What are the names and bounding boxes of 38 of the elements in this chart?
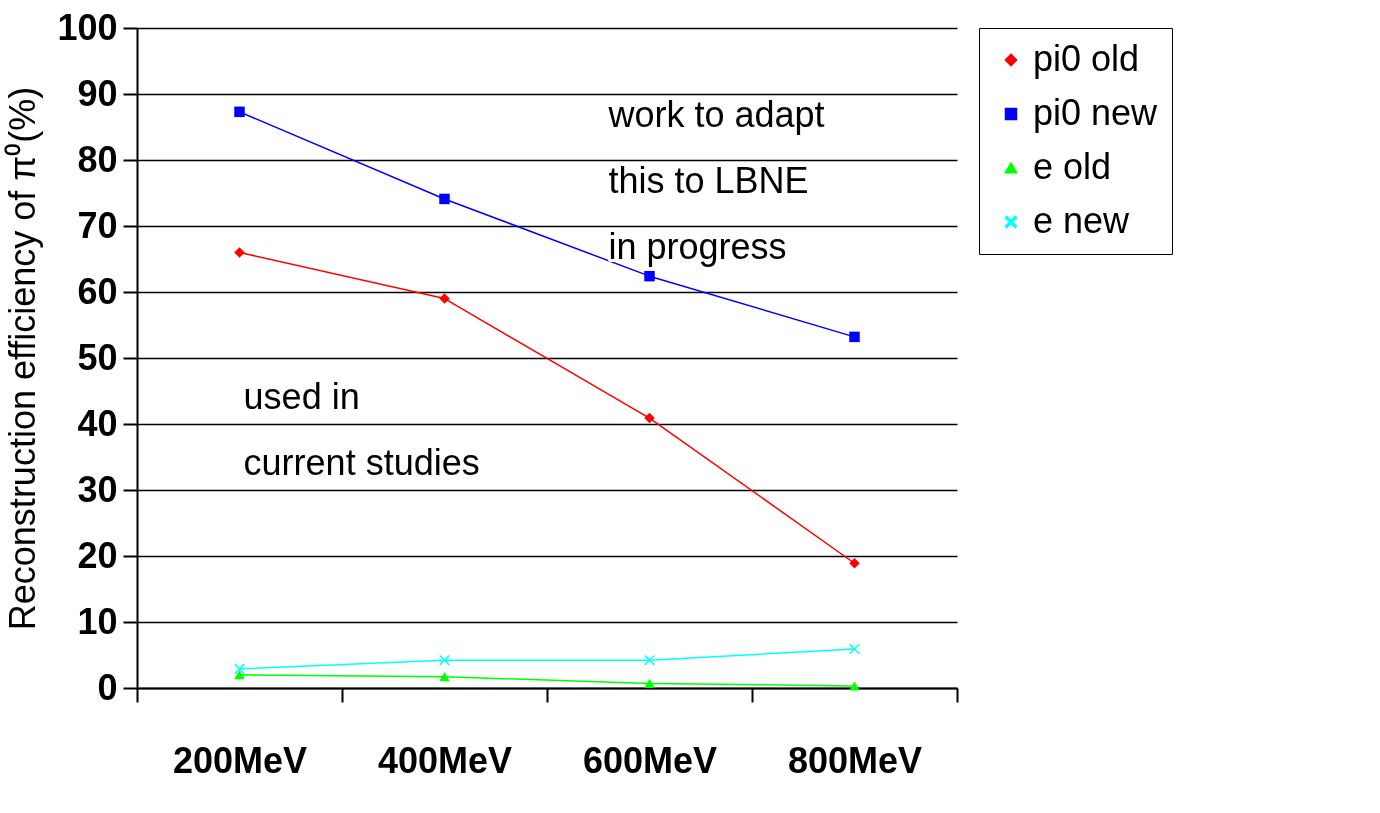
point — [644, 270, 655, 282]
legend-label: pi0 old — [1033, 38, 1140, 79]
point — [849, 558, 860, 569]
point — [644, 655, 655, 666]
point — [234, 670, 245, 680]
y-tick-label: 60 — [77, 270, 118, 312]
legend-label: e old — [1033, 146, 1112, 187]
annotation: used in current studies — [243, 376, 480, 484]
x-tick-label: 800MeV — [787, 739, 923, 781]
y-tick-label: 90 — [77, 72, 118, 114]
point — [644, 678, 655, 688]
point — [439, 655, 450, 666]
y-axis-title: Reconstruction efficiency of π⁰(%) — [2, 86, 44, 631]
legend-label: pi0 new — [1033, 92, 1159, 133]
point — [849, 643, 860, 655]
y-tick-label: 100 — [57, 6, 118, 48]
point — [849, 331, 860, 343]
legend-label: e new — [1033, 200, 1131, 241]
point — [439, 193, 450, 205]
point — [849, 681, 860, 691]
y-tick-label: 40 — [77, 402, 118, 444]
point — [234, 247, 245, 258]
x-tick-label: 200MeV — [172, 739, 308, 781]
point — [439, 672, 450, 682]
x-tick-label: 600MeV — [582, 739, 718, 781]
annotation: work to adapt this to LBNE in progress — [607, 93, 825, 267]
x-tick-label: 400MeV — [377, 739, 513, 781]
point — [234, 106, 245, 118]
y-tick-label: 10 — [77, 600, 118, 642]
y-tick-label: 20 — [77, 534, 118, 576]
y-tick-label: 30 — [77, 468, 118, 510]
point — [234, 663, 245, 675]
y-tick-label: 50 — [77, 336, 118, 378]
point — [644, 412, 655, 424]
point — [439, 293, 450, 304]
y-tick-label: 80 — [77, 138, 118, 180]
y-tick-label: 0 — [97, 666, 118, 708]
y-tick-label: 70 — [77, 204, 118, 246]
